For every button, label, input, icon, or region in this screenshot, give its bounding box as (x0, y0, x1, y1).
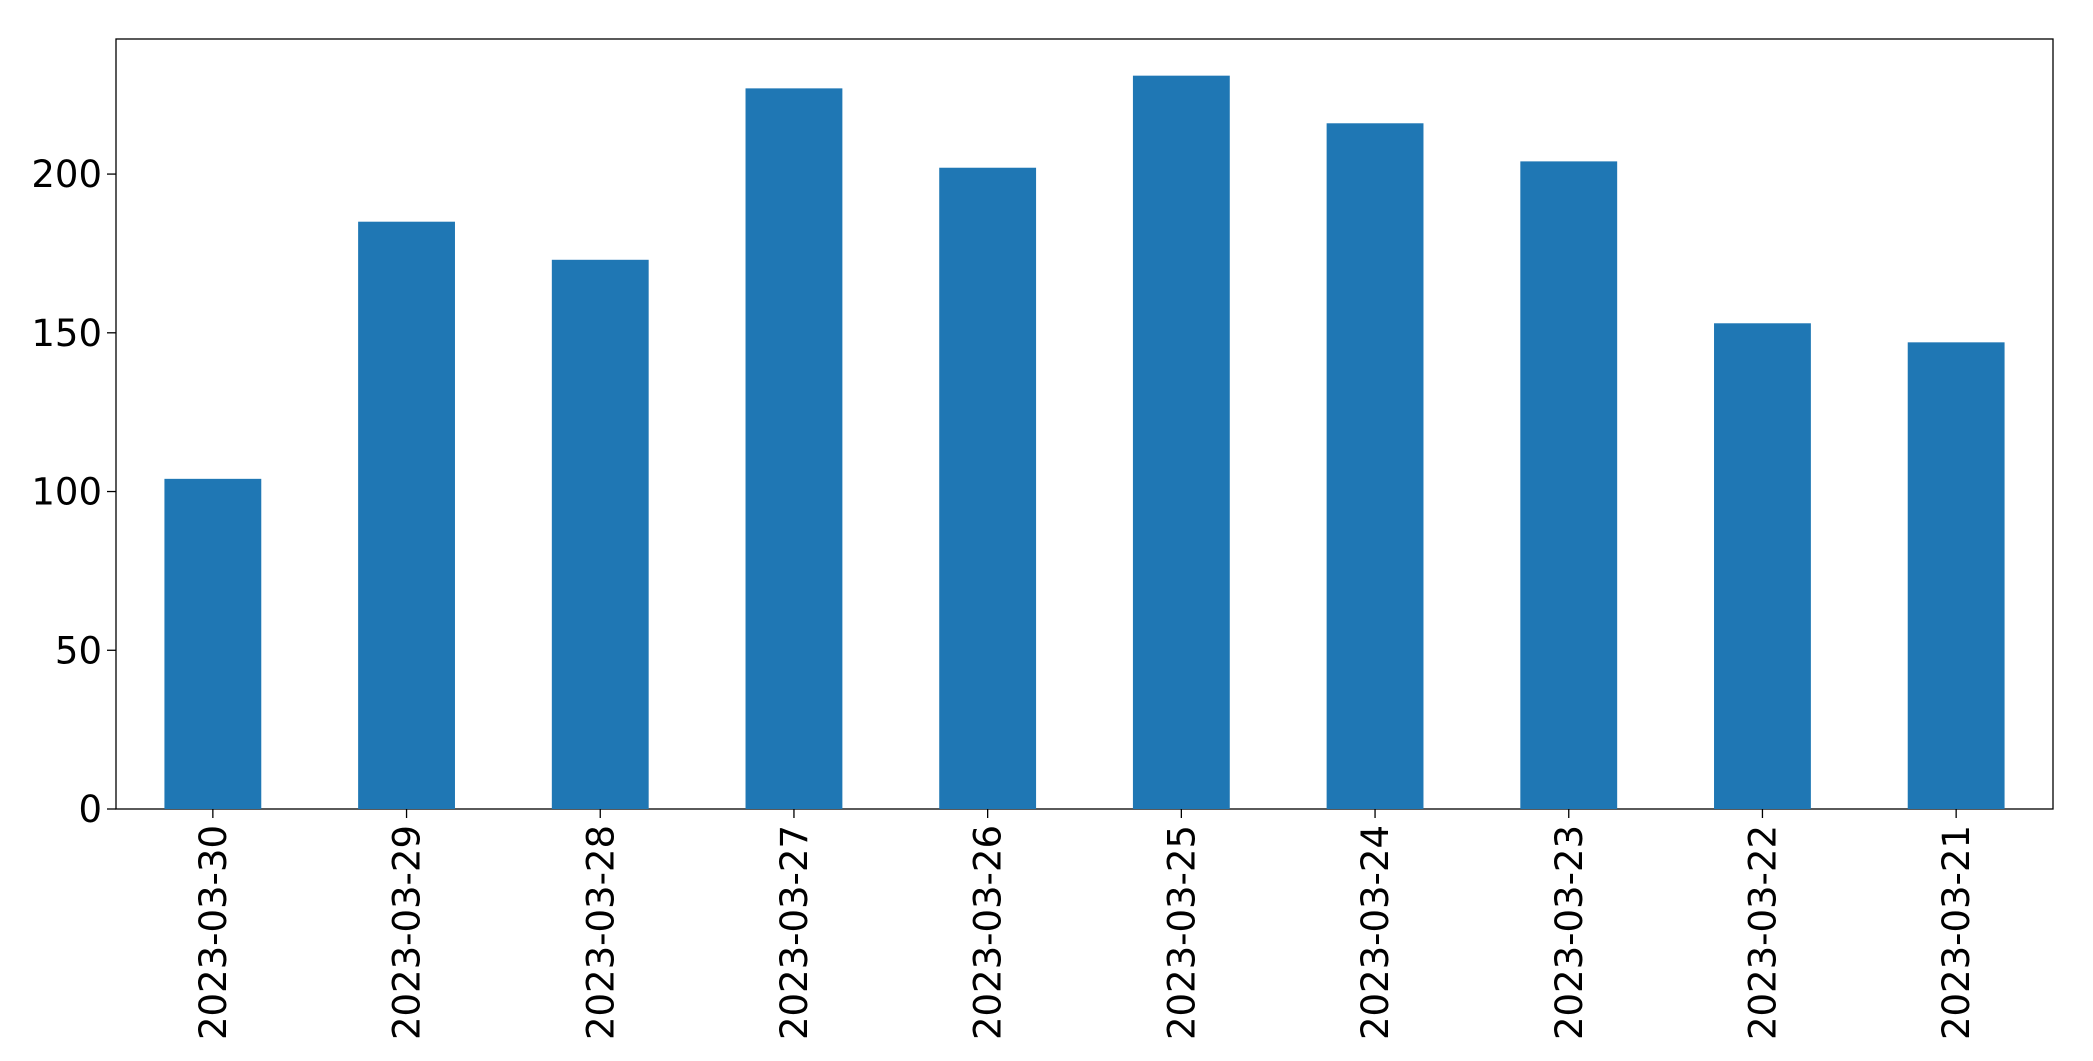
bar (1520, 161, 1618, 809)
bar (1326, 123, 1424, 810)
bar (1907, 342, 2005, 809)
x-tick-label: 2023-03-22 (1741, 825, 1784, 1040)
bar (939, 167, 1037, 809)
y-tick-label: 150 (31, 312, 102, 355)
bar (164, 478, 262, 809)
x-tick-label: 2023-03-26 (967, 825, 1010, 1040)
bar (1714, 323, 1811, 809)
y-tick-label: 50 (55, 629, 102, 672)
x-tick-label: 2023-03-24 (1354, 825, 1397, 1040)
y-tick-label: 200 (31, 153, 102, 196)
x-tick-label: 2023-03-23 (1548, 825, 1591, 1040)
y-tick-label: 100 (31, 471, 102, 514)
bar (551, 259, 649, 809)
x-tick-label: 2023-03-29 (386, 825, 429, 1040)
x-tick-label: 2023-03-21 (1935, 825, 1978, 1040)
x-tick-label: 2023-03-30 (192, 825, 235, 1040)
x-tick-label: 2023-03-27 (773, 825, 816, 1040)
plot-frame (115, 38, 2054, 810)
bar (745, 88, 843, 809)
bar (358, 221, 455, 809)
x-tick-label: 2023-03-28 (579, 825, 622, 1040)
y-tick-label: 0 (78, 788, 102, 831)
bar (1132, 75, 1230, 809)
x-tick-label: 2023-03-25 (1160, 825, 1203, 1040)
